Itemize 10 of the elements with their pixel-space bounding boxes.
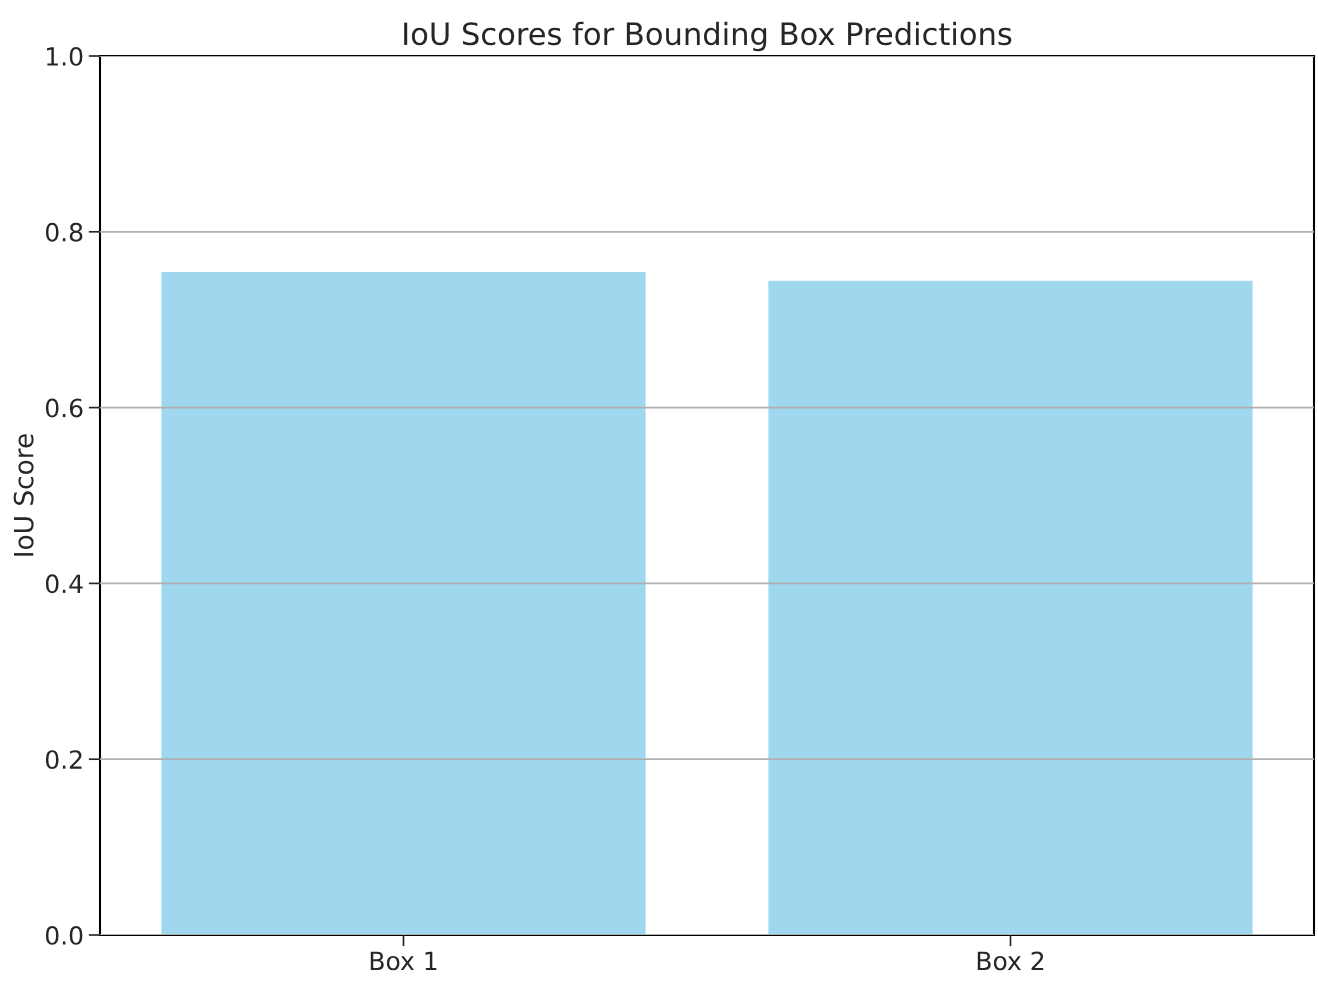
y-axis-title: IoU Score [13, 434, 34, 556]
x-tick-label: Box 1 [370, 951, 437, 971]
y-tick-label: 0.2 [45, 750, 82, 770]
y-tick-label: 0.0 [45, 925, 83, 945]
y-tick-label: 0.4 [45, 574, 83, 594]
y-tick-label: 0.8 [45, 222, 83, 242]
y-tick-label: 1.0 [47, 46, 83, 66]
chart-title: IoU Scores for Bounding Box Predictions [404, 21, 1012, 52]
y-tick-label: 0.6 [45, 398, 83, 418]
x-tick-label: Box 2 [977, 951, 1044, 971]
